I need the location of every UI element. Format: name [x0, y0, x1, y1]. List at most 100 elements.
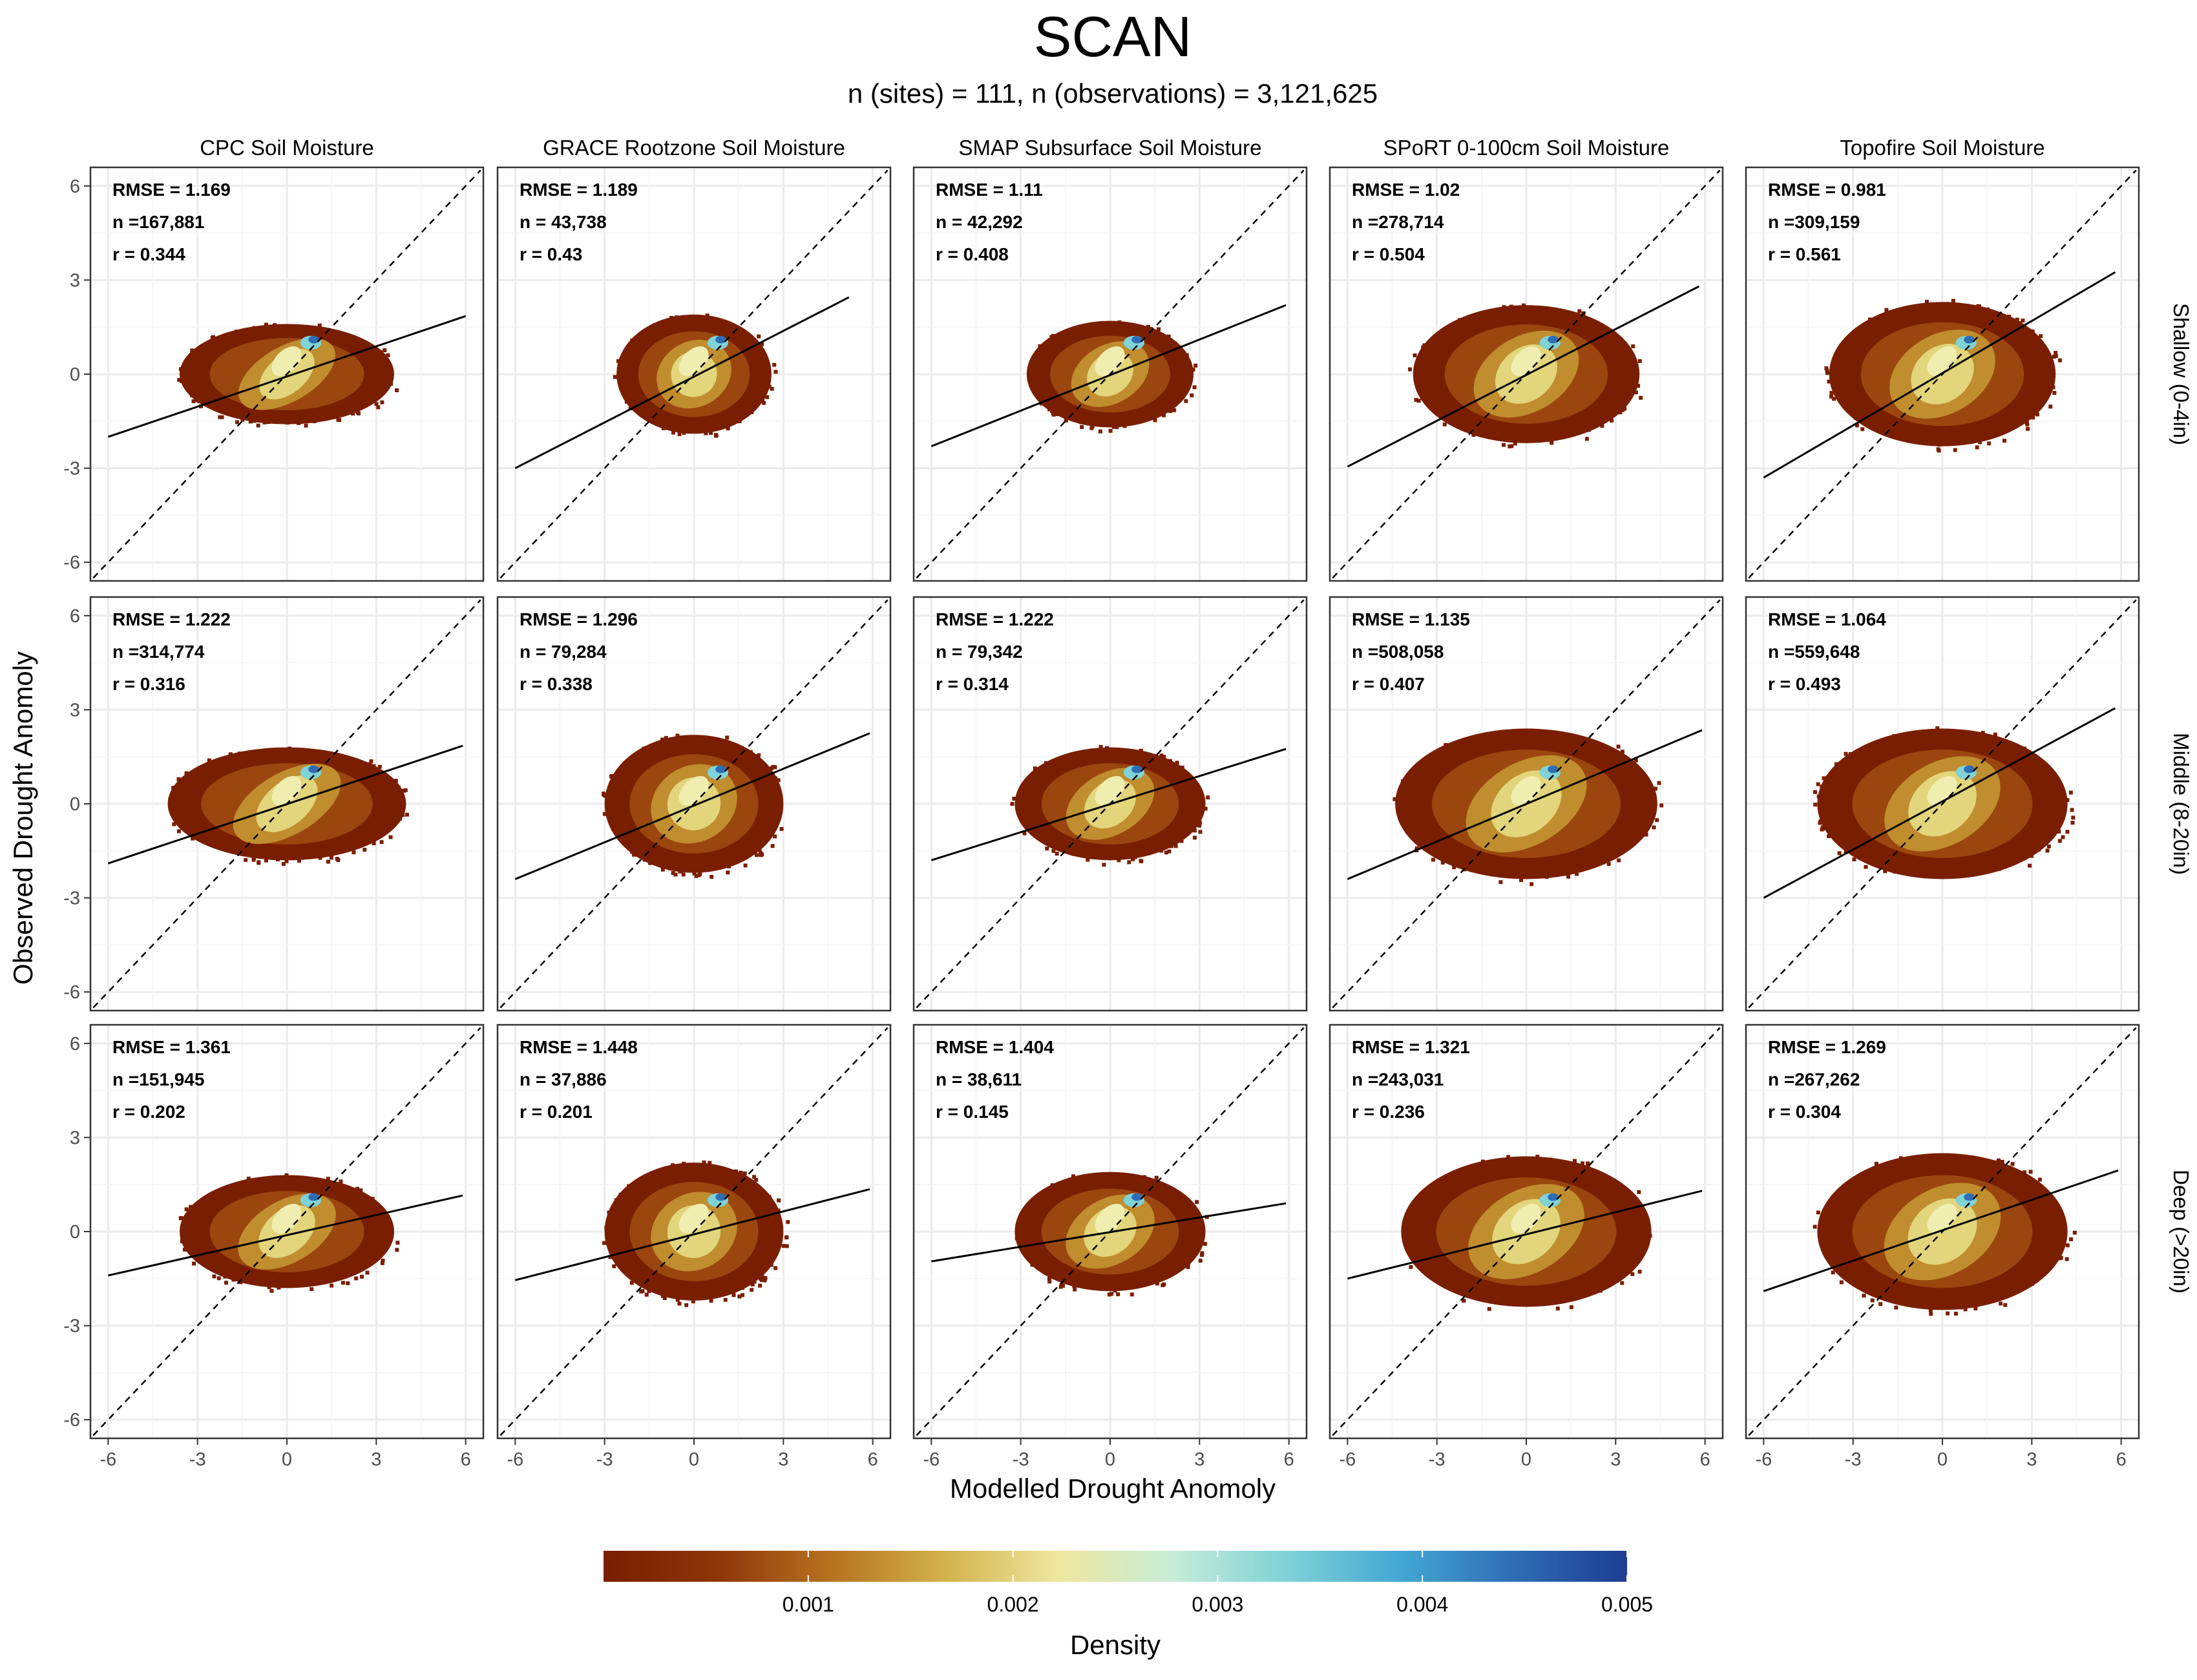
y-tick-label: 0	[70, 1222, 80, 1243]
identity-line	[92, 169, 481, 579]
stat-label: r = 0.338	[520, 674, 593, 694]
legend-colorbar	[604, 1551, 1627, 1582]
facet-panel: RMSE = 1.361 n =151,945 r = 0.202 -6 -3 0 3 6 -6…	[63, 1024, 485, 1470]
stat-label: r = 0.43	[520, 244, 582, 264]
panel-border	[496, 596, 892, 1012]
identity-line	[499, 599, 888, 1009]
chart-subtitle: n (sites) = 111, n (observations) = 3,12…	[848, 78, 1378, 109]
stat-label: r = 0.344	[112, 244, 185, 264]
stat-label: n =278,714	[1352, 212, 1444, 232]
y-tick-label: -6	[63, 982, 80, 1003]
density-legend: Density 0.001 0.002 0.003 0.004 0.005	[604, 1551, 1653, 1660]
y-tick-label: -6	[63, 552, 80, 573]
x-tick-label: 3	[2026, 1449, 2037, 1470]
x-tick-label: 3	[1194, 1449, 1204, 1470]
stat-label: n = 37,886	[520, 1069, 607, 1089]
facet-panel: RMSE = 0.981 n =309,159 r = 0.561	[1745, 166, 2140, 582]
regression-line	[1763, 1169, 2119, 1292]
stat-label: n = 42,292	[936, 212, 1023, 232]
stat-label: r = 0.316	[112, 674, 185, 694]
x-tick-label: 0	[282, 1449, 292, 1470]
x-tick-label: -6	[1339, 1449, 1356, 1470]
facet-row-label: Middle (8-20in)	[2169, 733, 2193, 875]
facet-panel: RMSE = 1.169 n =167,881 r = 0.344 -6 -3 0 3 6	[63, 166, 485, 582]
facet-column-label: CPC Soil Moisture	[200, 136, 374, 160]
facet-panel: RMSE = 1.222 n =314,774 r = 0.316 -6 -3 0 3 6	[63, 596, 485, 1012]
stat-label: n =508,058	[1352, 642, 1444, 662]
stat-label: n =309,159	[1768, 212, 1860, 232]
regression-line	[1347, 285, 1700, 468]
regression-line	[1347, 729, 1703, 880]
x-tick-label: 6	[1700, 1449, 1710, 1470]
x-tick-label: 0	[689, 1449, 699, 1470]
stat-label: r = 0.561	[1768, 244, 1841, 264]
regression-line	[107, 315, 467, 438]
stat-label: n = 38,611	[936, 1069, 1022, 1089]
stat-label: RMSE = 1.222	[112, 609, 231, 629]
x-tick-label: 3	[1610, 1449, 1621, 1470]
y-tick-label: 3	[70, 270, 80, 291]
stat-label: r = 0.236	[1352, 1102, 1425, 1122]
regression-line	[1763, 271, 2116, 479]
stat-label: RMSE = 1.135	[1352, 609, 1470, 629]
panel-border	[496, 166, 892, 582]
stat-label: RMSE = 1.404	[936, 1037, 1054, 1057]
regression-line	[514, 1188, 870, 1281]
stat-label: n =267,262	[1768, 1069, 1860, 1089]
facet-panel: RMSE = 1.296 n = 79,284 r = 0.338	[496, 596, 892, 1012]
stat-label: n =167,881	[112, 212, 204, 232]
y-tick-label: 6	[70, 176, 80, 197]
x-tick-label: 3	[778, 1449, 788, 1470]
x-tick-label: -3	[1845, 1449, 1862, 1470]
panel-border	[912, 166, 1308, 582]
stat-label: n =151,945	[112, 1069, 204, 1089]
stat-label: r = 0.504	[1352, 244, 1425, 264]
regression-line	[107, 744, 463, 865]
x-tick-label: 6	[868, 1449, 878, 1470]
x-tick-label: 6	[2116, 1449, 2127, 1470]
regression-line	[930, 748, 1287, 861]
regression-line	[108, 1194, 463, 1277]
identity-line	[499, 1027, 888, 1436]
facet-column-label: GRACE Rootzone Soil Moisture	[543, 136, 845, 160]
x-tick-label: 0	[1937, 1449, 1948, 1470]
stat-label: n = 43,738	[520, 212, 607, 232]
stat-label: n = 79,284	[520, 642, 607, 662]
y-tick-label: 3	[70, 700, 80, 720]
panel-border	[912, 596, 1308, 1012]
x-tick-label: -3	[189, 1449, 206, 1470]
stat-label: n = 79,342	[936, 642, 1023, 662]
facet-panel: RMSE = 1.222 n = 79,342 r = 0.314	[912, 596, 1308, 1012]
stat-label: r = 0.145	[936, 1102, 1009, 1122]
stat-label: r = 0.202	[112, 1102, 185, 1122]
panel-border	[1329, 166, 1724, 582]
x-tick-label: 6	[461, 1449, 471, 1470]
facet-panel: RMSE = 1.064 n =559,648 r = 0.493	[1745, 596, 2140, 1012]
regression-line	[930, 304, 1287, 448]
facet-column-label: SPoRT 0-100cm Soil Moisture	[1383, 136, 1670, 160]
facet-column-label: Topofire Soil Moisture	[1840, 136, 2045, 160]
y-tick-label: 3	[70, 1128, 80, 1148]
x-tick-label: -3	[1429, 1449, 1445, 1470]
y-axis-title: Observed Drought Anomoly	[8, 651, 38, 985]
y-tick-label: -3	[63, 888, 80, 909]
regression-line	[1763, 707, 2116, 899]
stat-label: r = 0.314	[936, 674, 1009, 694]
identity-line	[499, 169, 888, 579]
x-tick-label: -3	[596, 1449, 613, 1470]
x-tick-label: 0	[1105, 1449, 1115, 1470]
identity-line	[1748, 599, 2137, 1009]
identity-line	[1332, 1027, 1721, 1436]
x-tick-label: -6	[923, 1449, 940, 1470]
legend-tick-label: 0.005	[1601, 1593, 1653, 1616]
regression-line	[931, 1202, 1287, 1263]
y-tick-label: 0	[70, 794, 80, 815]
panel-border	[1329, 596, 1724, 1012]
facet-panel: RMSE = 1.02 n =278,714 r = 0.504	[1329, 166, 1724, 582]
stat-label: RMSE = 1.296	[520, 609, 638, 629]
x-tick-label: 0	[1521, 1449, 1531, 1470]
stat-label: RMSE = 1.02	[1352, 180, 1460, 200]
facet-panel: RMSE = 1.269 n =267,262 r = 0.304 -6 -3 0 3 6	[1745, 1024, 2140, 1470]
legend-title: Density	[1070, 1630, 1161, 1660]
